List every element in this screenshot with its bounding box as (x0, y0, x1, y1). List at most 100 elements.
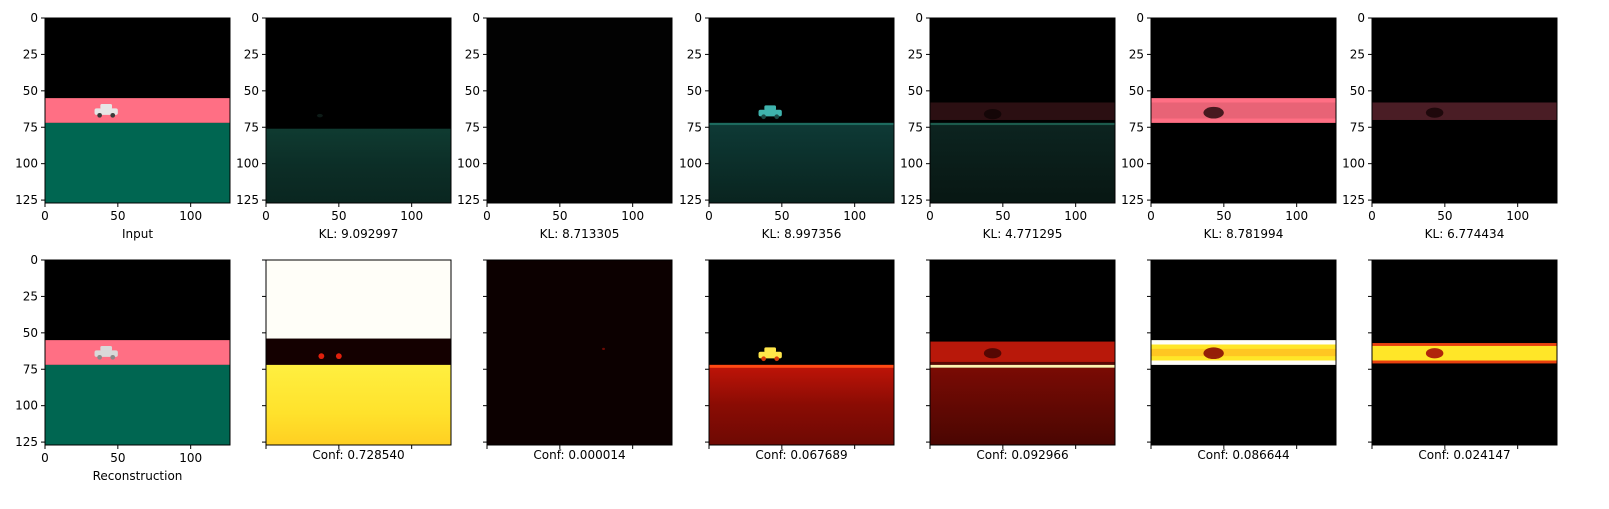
ground-heat (266, 364, 451, 445)
road-mask-faint (930, 102, 1115, 120)
car-shadow (1203, 106, 1224, 119)
y-tick-label: 0 (1357, 11, 1365, 25)
y-tick-label: 0 (251, 11, 259, 25)
road-heat (266, 338, 451, 365)
x-tick-label: 100 (621, 209, 644, 223)
y-tick-label: 125 (15, 435, 38, 449)
mask-panel-5: 0 50 100 0 25 50 75 100 125 KL: 8.781994 (1121, 11, 1337, 241)
y-tick-label: 75 (1129, 120, 1144, 134)
y-tick-label: 0 (30, 11, 38, 25)
x-tick-label: 100 (179, 451, 202, 465)
car-heat-right (335, 353, 342, 360)
y-tick-label: 50 (23, 326, 38, 340)
y-tick-label: 75 (687, 120, 702, 134)
y-tick-label: 25 (908, 47, 923, 61)
axes-frame (265, 259, 452, 446)
ground-heat (709, 364, 894, 445)
confidence-panel-4: Conf: 0.092966 (926, 259, 1116, 462)
x-tick-label: 0 (1147, 209, 1155, 223)
confidence-panel-6: Conf: 0.024147 (1368, 259, 1558, 462)
car-sprite (94, 103, 118, 118)
car-heat (758, 347, 782, 362)
x-tick-label: 0 (41, 451, 49, 465)
sky-heat (266, 260, 451, 339)
road-band (45, 340, 230, 365)
car-shadow (1425, 348, 1444, 359)
x-tick-label: 50 (110, 451, 125, 465)
y-tick-label: 75 (465, 120, 480, 134)
mask-panel-3: 0 50 100 0 25 50 75 100 125 KL: 8.997356 (679, 11, 895, 241)
y-tick-label: 25 (23, 47, 38, 61)
y-tick-label: 100 (15, 157, 38, 171)
stray-heat (602, 347, 605, 351)
road-mask-faint (1372, 102, 1557, 120)
axes-frame (1371, 259, 1558, 446)
y-tick-label: 75 (1350, 120, 1365, 134)
car-trace (316, 113, 323, 118)
y-tick-label: 125 (1342, 193, 1365, 207)
y-tick-label: 50 (687, 84, 702, 98)
y-tick-label: 50 (244, 84, 259, 98)
x-tick-label: 0 (1368, 209, 1376, 223)
ground-band (45, 364, 230, 445)
y-tick-label: 25 (1350, 47, 1365, 61)
road-core-heat (1151, 348, 1336, 357)
confidence-panel-1: Conf: 0.728540 (262, 259, 452, 462)
axes-frame (708, 17, 895, 204)
y-tick-label: 100 (15, 399, 38, 413)
car-shadow (983, 348, 1002, 359)
x-tick-label: 100 (1064, 209, 1087, 223)
axes-frame (929, 259, 1116, 446)
kl-caption: KL: 9.092997 (319, 227, 399, 241)
ground-edge-heat (930, 364, 1115, 368)
axes-frame (1150, 259, 1337, 446)
ground-heat (930, 367, 1115, 445)
ground-mask-glow (266, 128, 451, 203)
confidence-panel-2: Conf: 0.000014 (483, 259, 673, 462)
axes-frame (1371, 17, 1558, 204)
y-tick-label: 100 (457, 157, 480, 171)
y-tick-label: 0 (915, 11, 923, 25)
y-tick-label: 50 (1129, 84, 1144, 98)
x-tick-label: 0 (483, 209, 491, 223)
x-tick-label: 50 (995, 209, 1010, 223)
y-tick-label: 0 (694, 11, 702, 25)
y-tick-label: 0 (472, 11, 480, 25)
ground-band (45, 122, 230, 203)
y-tick-label: 125 (1121, 193, 1144, 207)
axes-frame (265, 17, 452, 204)
y-tick-label: 125 (900, 193, 923, 207)
road-mask-core (1151, 102, 1336, 119)
y-tick-label: 25 (244, 47, 259, 61)
axes-frame (1150, 17, 1337, 204)
mask-panel-6: 0 50 100 0 25 50 75 100 125 KL: 6.774434 (1342, 11, 1558, 241)
reconstruction-panel: 0 50 100 0 25 50 75 100 125 Reconstruction (15, 253, 231, 483)
y-tick-label: 25 (23, 289, 38, 303)
axes-frame (486, 259, 673, 446)
x-tick-label: 50 (331, 209, 346, 223)
kl-caption: KL: 8.713305 (540, 227, 620, 241)
axes-frame (929, 17, 1116, 204)
conf-caption: Conf: 0.067689 (755, 448, 847, 462)
y-tick-label: 25 (1129, 47, 1144, 61)
x-tick-label: 100 (1285, 209, 1308, 223)
x-tick-label: 0 (41, 209, 49, 223)
car-sprite (758, 105, 782, 120)
x-tick-label: 0 (926, 209, 934, 223)
ground-edge (930, 122, 1115, 126)
y-tick-label: 75 (908, 120, 923, 134)
y-tick-label: 100 (679, 157, 702, 171)
y-tick-label: 75 (23, 120, 38, 134)
x-tick-label: 100 (400, 209, 423, 223)
y-tick-label: 25 (687, 47, 702, 61)
y-tick-label: 125 (457, 193, 480, 207)
y-tick-label: 0 (1136, 11, 1144, 25)
car-shadow (1203, 347, 1224, 360)
empty-heat (487, 260, 672, 445)
y-tick-label: 100 (1121, 157, 1144, 171)
conf-caption: Conf: 0.024147 (1418, 448, 1510, 462)
gap-heat (930, 361, 1115, 365)
ground-edge (709, 122, 894, 126)
conf-caption: Reconstruction (93, 469, 183, 483)
y-tick-label: 25 (465, 47, 480, 61)
